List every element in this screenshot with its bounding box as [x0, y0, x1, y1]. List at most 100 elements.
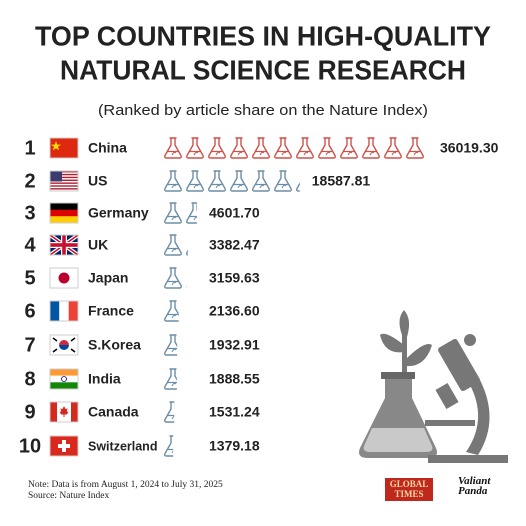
flask-icon [186, 170, 204, 192]
flag-part [51, 141, 61, 151]
country-label: China [88, 140, 127, 156]
flag-part [50, 188, 78, 190]
rank: 7 [24, 334, 35, 356]
flag-part [49, 137, 79, 159]
flag-part [68, 301, 78, 321]
flag-part [50, 216, 78, 223]
country-label: Switzerland [88, 439, 157, 453]
flag-part [50, 171, 78, 173]
flask-icon [296, 137, 314, 159]
flag-part [50, 185, 78, 187]
flag-part [50, 138, 78, 158]
rank: 1 [24, 137, 35, 159]
flag-part [49, 334, 79, 356]
flag-part [52, 337, 76, 353]
flask-icon [186, 267, 187, 289]
flag-part [58, 444, 70, 448]
flask-icon [164, 234, 182, 256]
country-label: Germany [88, 205, 149, 221]
value-label: 36019.30 [440, 140, 499, 156]
flask-icon [230, 137, 248, 159]
pictogram-bar [164, 137, 424, 159]
flag-part [49, 234, 79, 256]
value-label: 1932.91 [209, 337, 260, 353]
country-label: US [88, 173, 107, 189]
flag-part [50, 182, 78, 184]
flag-part [50, 301, 60, 321]
pictogram-bar [164, 300, 179, 322]
rank: 6 [24, 300, 35, 322]
title: TOP COUNTRIES IN HIGH-QUALITY [35, 20, 491, 51]
flask-icon [164, 435, 174, 457]
flask-icon [340, 137, 358, 159]
flask-icon [186, 202, 197, 224]
flag-part [50, 382, 78, 389]
rank: 4 [24, 234, 36, 256]
note: Source: Nature Index [28, 491, 109, 501]
flag-part [50, 369, 78, 376]
flask-icon [164, 334, 178, 356]
flag-part [50, 173, 78, 176]
rank: 10 [19, 435, 41, 457]
flag-part [50, 209, 78, 217]
pictogram-bar [164, 202, 197, 224]
flag-part [49, 267, 79, 289]
flag-part [59, 301, 69, 321]
flag-part [59, 345, 69, 350]
flask-icon [274, 137, 292, 159]
value-label: 3159.63 [209, 270, 260, 286]
country-label: France [88, 303, 134, 319]
pictogram-bar [164, 170, 300, 192]
country-label: S.Korea [88, 337, 141, 353]
flask-icon [164, 170, 182, 192]
flask-icon [208, 170, 226, 192]
flask-icon [186, 234, 188, 256]
flask-icon [164, 202, 182, 224]
flag [49, 202, 79, 224]
country-label: UK [88, 237, 108, 253]
rank: 5 [24, 267, 35, 289]
rank: 9 [24, 401, 35, 423]
rank: 2 [24, 170, 35, 192]
flag [49, 137, 79, 159]
flag-part [49, 300, 79, 322]
flag-part [49, 435, 79, 457]
flask-icon [274, 170, 292, 192]
flask-icon [252, 137, 270, 159]
flag-part [59, 340, 69, 345]
pictogram-bar [164, 234, 188, 256]
flask-icon [208, 137, 226, 159]
flask-icon [318, 137, 336, 159]
flask-icon [384, 137, 402, 159]
value-label: 1531.24 [209, 404, 260, 420]
flag-part [50, 179, 78, 181]
logo: GLOBAL TIMES [385, 478, 433, 501]
value-label: 1379.18 [209, 438, 260, 454]
title: NATURAL SCIENCE RESEARCH [60, 54, 466, 85]
flask-icon [164, 267, 182, 289]
value-label: 3382.47 [209, 237, 260, 253]
flag-part [50, 243, 78, 247]
flag [48, 233, 80, 257]
flag [49, 267, 79, 289]
flask-icon [164, 401, 175, 423]
flag [49, 401, 79, 423]
flag-part [49, 202, 79, 224]
flask-icon [362, 137, 380, 159]
flag [49, 435, 79, 457]
logo: Valiant Panda [458, 475, 491, 497]
country-label: Canada [88, 404, 139, 420]
flag-part [49, 170, 79, 192]
flag-part [59, 406, 69, 417]
flag-part [50, 375, 78, 383]
note: Note: Data is from August 1, 2024 to Jul… [28, 479, 223, 490]
flask-icon [164, 368, 177, 390]
country-label: Japan [88, 270, 128, 286]
rank: 3 [24, 202, 35, 224]
flask-icon [164, 300, 179, 322]
pictogram-bar [164, 435, 174, 457]
flag-part [50, 203, 78, 210]
flag-part [71, 402, 78, 422]
flag-part [50, 176, 78, 179]
